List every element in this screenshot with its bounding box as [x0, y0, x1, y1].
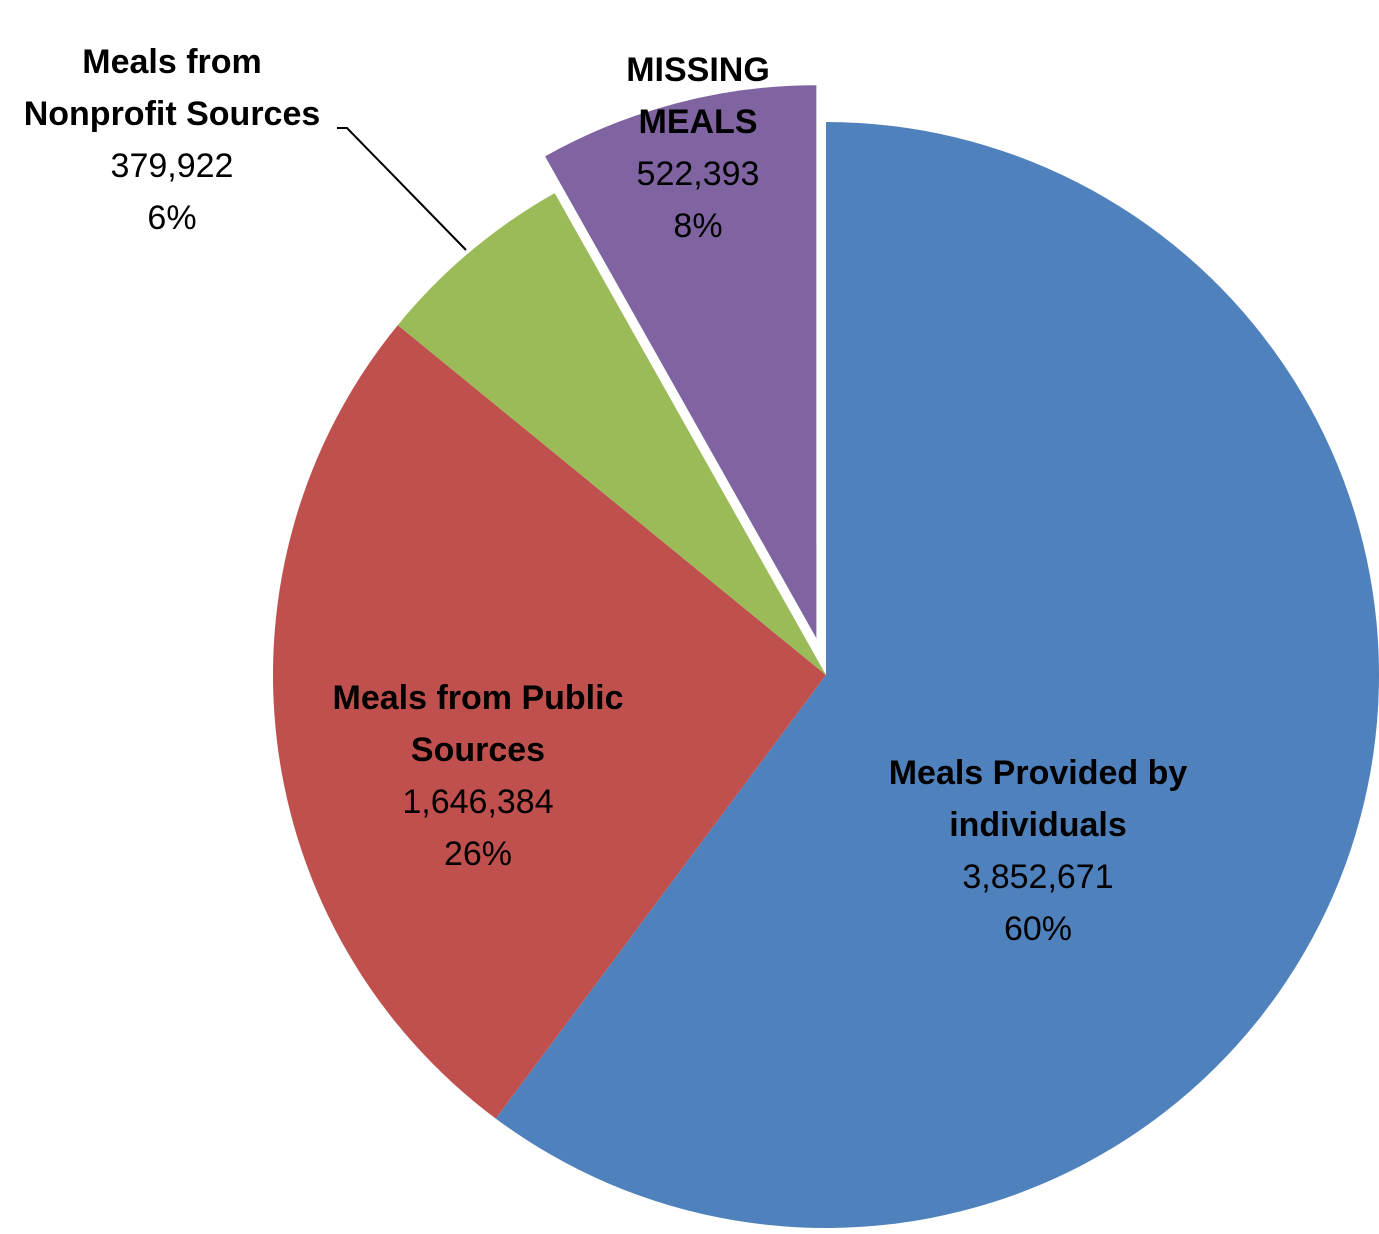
data-label-meals-from-nonprofit-sources: Meals from Nonprofit Sources 379,922 6%	[24, 43, 321, 237]
leader-lines-layer	[337, 127, 467, 251]
label-meals-from-nonprofit-sources-name-line-0: Meals from	[82, 43, 262, 81]
label-missing-meals-percent: 8%	[673, 207, 722, 245]
label-meals-from-nonprofit-sources-value: 379,922	[111, 147, 234, 185]
label-meals-provided-by-individuals-percent: 60%	[1004, 910, 1072, 948]
label-meals-from-public-sources-name-line-1: Sources	[411, 731, 545, 769]
label-meals-from-public-sources-name-line-0: Meals from Public	[333, 679, 624, 717]
label-meals-provided-by-individuals-value: 3,852,671	[962, 858, 1113, 896]
label-meals-from-public-sources-value: 1,646,384	[402, 783, 553, 821]
pie-slice-meals-from-nonprofit-sources	[397, 193, 826, 675]
label-meals-from-public-sources-percent: 26%	[444, 835, 512, 873]
data-label-missing-meals: MISSING MEALS 522,393 8%	[626, 51, 770, 245]
data-label-meals-from-public-sources: Meals from Public Sources 1,646,384 26%	[333, 679, 624, 873]
label-meals-from-nonprofit-sources-percent: 6%	[147, 199, 196, 237]
pie-slice-meals-provided-by-individuals	[495, 122, 1379, 1228]
label-missing-meals-name-line-0: MISSING	[626, 51, 770, 89]
slices-layer	[272, 85, 1379, 1228]
leader-line-meals-from-nonprofit-sources	[337, 127, 467, 251]
label-meals-from-nonprofit-sources-name-line-1: Nonprofit Sources	[24, 95, 321, 133]
label-meals-provided-by-individuals-name-line-0: Meals Provided by	[889, 754, 1188, 792]
labels-layer: Meals Provided by individuals 3,852,671 60%…	[24, 43, 1188, 948]
data-label-meals-provided-by-individuals: Meals Provided by individuals 3,852,671 60%	[889, 754, 1188, 948]
pie-slice-missing-meals	[545, 85, 817, 639]
label-missing-meals-name-line-1: MEALS	[639, 103, 758, 141]
label-missing-meals-value: 522,393	[637, 155, 760, 193]
pie-slice-meals-from-public-sources	[272, 325, 826, 1119]
label-meals-provided-by-individuals-name-line-1: individuals	[949, 806, 1127, 844]
